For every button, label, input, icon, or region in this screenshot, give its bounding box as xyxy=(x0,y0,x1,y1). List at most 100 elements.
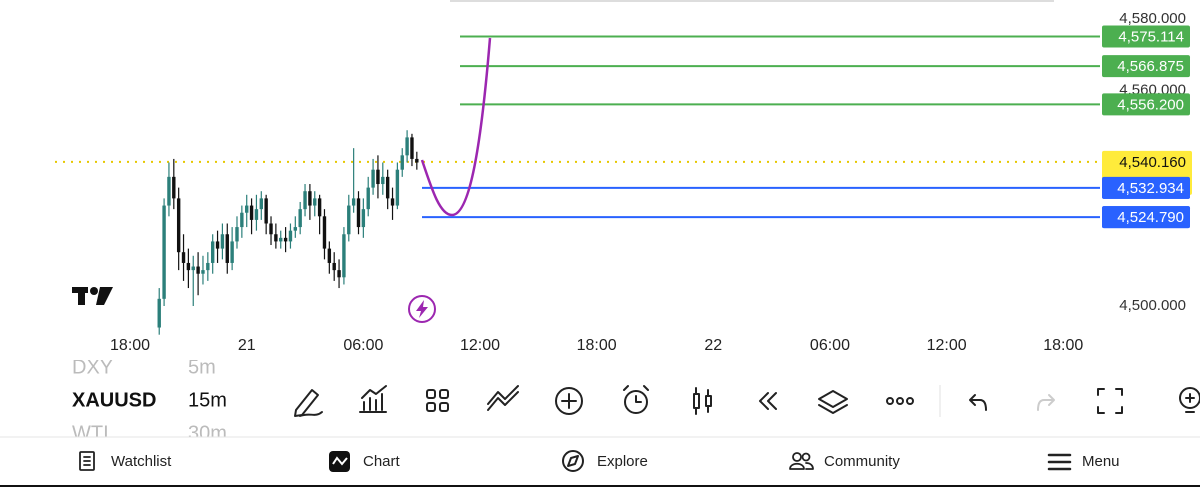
redo[interactable] xyxy=(1037,394,1055,411)
candle-body xyxy=(376,169,380,185)
alert-button[interactable] xyxy=(408,295,436,323)
candle xyxy=(288,223,293,249)
candle-body xyxy=(235,227,239,242)
candle xyxy=(376,155,380,199)
candle-body xyxy=(337,270,341,278)
candle xyxy=(225,223,229,274)
undo[interactable] xyxy=(969,394,987,411)
candle-body xyxy=(317,198,322,217)
toolbar xyxy=(294,385,1200,417)
nav-icons xyxy=(79,450,1072,472)
candle xyxy=(283,227,288,253)
interval[interactable]: 30m xyxy=(188,422,227,444)
interval[interactable]: 5m xyxy=(188,356,216,378)
candle-body xyxy=(172,176,176,199)
candle-body xyxy=(405,137,409,156)
candle xyxy=(293,216,298,238)
candle-body xyxy=(230,241,234,263)
x-tick-label: 06:00 xyxy=(343,337,383,354)
candle xyxy=(196,252,200,296)
candle xyxy=(210,234,215,274)
idea-button[interactable] xyxy=(1179,387,1200,413)
layers-tool[interactable] xyxy=(818,390,848,414)
candle-body xyxy=(288,230,293,242)
x-tick-label: 18:00 xyxy=(577,337,617,354)
candle xyxy=(186,248,191,289)
nav-item[interactable]: Chart xyxy=(363,453,401,470)
symbol[interactable]: XAUUSD xyxy=(72,389,156,411)
nav-item[interactable]: Community xyxy=(824,453,900,470)
compare-tool[interactable] xyxy=(487,385,519,411)
candle xyxy=(337,259,341,289)
candle-body xyxy=(400,155,404,170)
candle-body xyxy=(361,209,366,228)
x-tick-label: 12:00 xyxy=(927,337,967,354)
candle-body xyxy=(395,169,400,206)
symbol[interactable]: DXY xyxy=(72,356,113,378)
more-tool[interactable] xyxy=(886,397,914,405)
candle xyxy=(415,151,419,170)
price-label: 4,532.934 xyxy=(1117,180,1184,197)
symbol[interactable]: WTI xyxy=(72,422,109,444)
candle-body xyxy=(356,198,361,228)
candle-body xyxy=(303,191,307,210)
candle-body xyxy=(245,205,249,213)
candle xyxy=(361,198,366,238)
nav-item[interactable]: Menu xyxy=(1082,453,1120,470)
price-label-box xyxy=(1102,55,1190,78)
candle-body xyxy=(162,205,166,299)
candle-body xyxy=(385,176,390,199)
draw-tool[interactable] xyxy=(294,389,323,417)
symbol-list: DXY 5m XAUUSD 15m WTI 30m xyxy=(72,356,227,444)
projection-curve xyxy=(420,37,492,217)
candle-body xyxy=(293,227,298,231)
candle-body xyxy=(201,270,205,274)
candle xyxy=(332,252,336,281)
candle-body xyxy=(366,187,370,210)
candle xyxy=(172,158,176,210)
candle-body xyxy=(327,248,332,263)
candle-body xyxy=(167,176,171,206)
candle xyxy=(303,184,307,217)
candle-body xyxy=(371,169,375,188)
candle xyxy=(259,191,263,220)
candle xyxy=(206,252,210,281)
candle xyxy=(400,148,404,177)
price-label-box xyxy=(1102,93,1190,116)
candle-body xyxy=(279,237,283,242)
candle xyxy=(308,184,312,220)
candle-body xyxy=(332,262,336,271)
nav-item[interactable]: Explore xyxy=(597,453,648,470)
candle xyxy=(162,198,166,307)
indicators-tool[interactable] xyxy=(359,385,387,413)
price-label: 4,524.790 xyxy=(1117,209,1184,226)
candle xyxy=(201,255,205,285)
candle xyxy=(381,162,385,195)
candle xyxy=(322,209,327,260)
candle-tool[interactable] xyxy=(693,387,712,415)
candle-body xyxy=(186,262,191,271)
nav-item[interactable]: Watchlist xyxy=(111,453,172,470)
candle xyxy=(327,241,332,274)
candle-body xyxy=(390,198,395,206)
candle xyxy=(342,227,346,285)
add-tool[interactable] xyxy=(555,387,583,415)
candle xyxy=(269,216,273,246)
candle xyxy=(230,227,234,271)
candle-body xyxy=(181,252,186,263)
candle-body xyxy=(240,212,244,228)
candle-body xyxy=(176,198,181,253)
price-label: 4,575.114 xyxy=(1118,29,1184,46)
chart-plot xyxy=(55,35,1100,335)
interval[interactable]: 15m xyxy=(188,389,227,411)
candle xyxy=(181,234,186,281)
alarm-tool[interactable] xyxy=(623,385,649,414)
candle-body xyxy=(210,241,215,263)
candle-body xyxy=(410,137,414,159)
fullscreen[interactable] xyxy=(1097,388,1123,414)
candle xyxy=(279,230,283,249)
candle xyxy=(249,198,254,235)
layout-tool[interactable] xyxy=(426,389,449,412)
candle-body xyxy=(191,266,195,271)
replay-tool[interactable] xyxy=(759,392,777,410)
